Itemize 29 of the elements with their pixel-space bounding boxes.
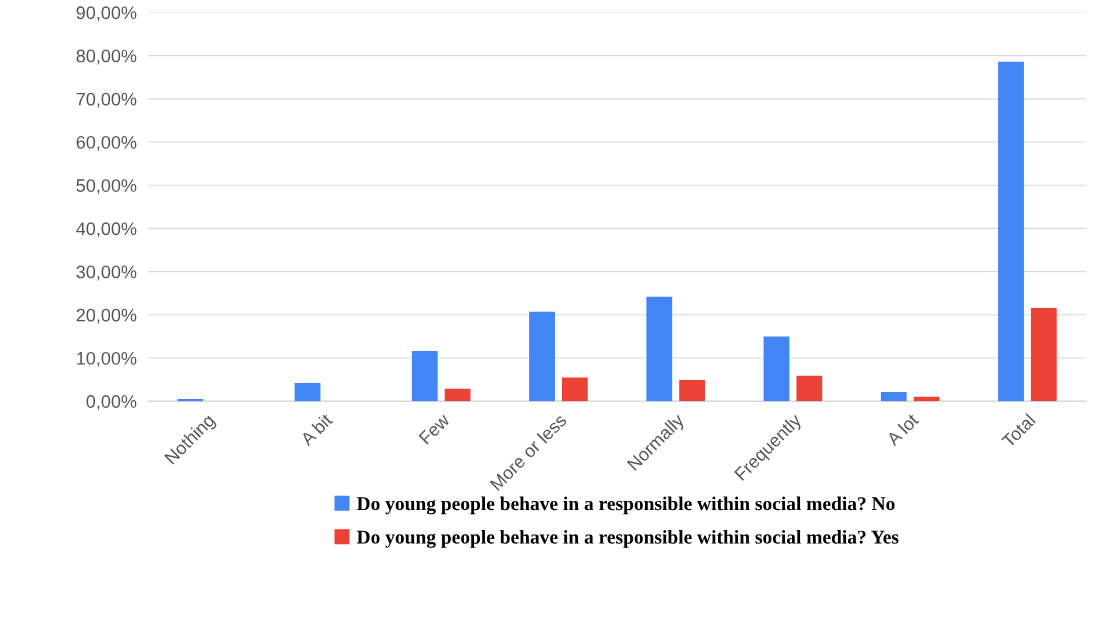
x-tick-label: Few <box>418 412 451 445</box>
bar <box>529 311 555 402</box>
y-tick-label: 80,00% <box>76 49 137 65</box>
y-tick-label: 90,00% <box>76 6 137 22</box>
legend-label: Do young people behave in a responsible within social media? No <box>356 496 895 515</box>
y-tick-label: 60,00% <box>76 135 137 151</box>
bar <box>177 399 204 402</box>
bar <box>998 61 1024 402</box>
y-tick-label: 50,00% <box>76 179 137 195</box>
bar <box>796 375 823 402</box>
bar <box>679 380 705 402</box>
bar <box>561 377 588 402</box>
bar <box>444 388 471 402</box>
bar <box>763 336 790 402</box>
bar <box>913 396 940 402</box>
bar <box>646 296 673 402</box>
y-tick-label: 20,00% <box>76 308 137 324</box>
bar <box>1030 307 1057 402</box>
y-tick-label: 70,00% <box>76 92 137 108</box>
x-tick-label: A lot <box>885 412 920 447</box>
bar <box>411 351 438 402</box>
y-tick-label: 0,00% <box>86 395 137 411</box>
x-tick-label: A bit <box>299 412 334 447</box>
legend-label: Do young people behave in a responsible within social media? Yes <box>356 530 899 548</box>
bar <box>880 392 907 402</box>
y-tick-label: 30,00% <box>76 265 137 281</box>
y-tick-label: 40,00% <box>76 222 137 238</box>
y-tick-label: 10,00% <box>77 351 137 367</box>
bar <box>294 383 321 402</box>
